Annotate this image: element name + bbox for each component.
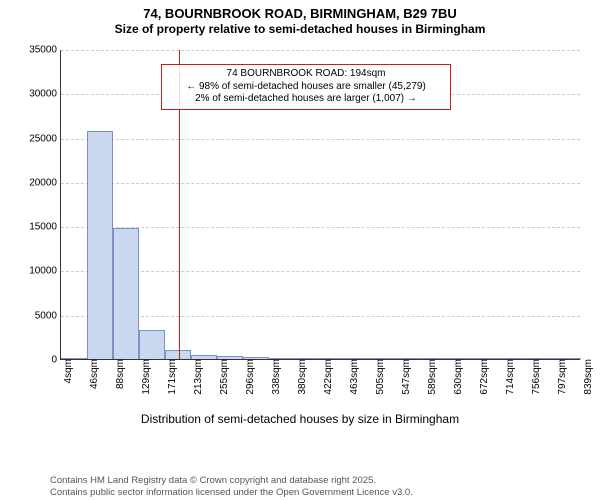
x-tick-label: 88sqm: [113, 359, 126, 389]
histogram-bar: [165, 350, 191, 359]
histogram-bar: [555, 358, 581, 359]
x-tick-label: 213sqm: [191, 359, 204, 395]
attribution-footer: Contains HM Land Registry data © Crown c…: [50, 475, 413, 498]
x-tick-label: 547sqm: [399, 359, 412, 395]
y-tick-label: 20000: [29, 177, 61, 188]
histogram-bar: [191, 355, 217, 359]
y-tick-label: 0: [51, 355, 61, 366]
plot-area: 050001000015000200002500030000350004sqm4…: [60, 50, 580, 360]
histogram-bar: [399, 358, 425, 359]
histogram-bar: [373, 358, 399, 359]
y-tick-label: 30000: [29, 89, 61, 100]
x-tick-label: 505sqm: [373, 359, 386, 395]
footer-line2: Contains public sector information licen…: [50, 487, 413, 498]
x-tick-label: 463sqm: [347, 359, 360, 395]
x-tick-label: 672sqm: [477, 359, 490, 395]
y-tick-label: 25000: [29, 133, 61, 144]
x-tick-label: 46sqm: [87, 359, 100, 389]
chart-title-block: 74, BOURNBROOK ROAD, BIRMINGHAM, B29 7BU…: [0, 0, 600, 37]
footer-line1: Contains HM Land Registry data © Crown c…: [50, 475, 413, 486]
annotation-line: 74 BOURNBROOK ROAD: 194sqm: [168, 68, 444, 81]
histogram-bar: [295, 358, 321, 359]
histogram-bar: [217, 356, 243, 359]
x-tick-label: 839sqm: [581, 359, 594, 395]
histogram-bar: [87, 131, 113, 360]
histogram-bar: [503, 358, 529, 359]
histogram-bar: [61, 358, 87, 359]
histogram-bar: [529, 358, 555, 359]
x-tick-label: 797sqm: [555, 359, 568, 395]
title-line2: Size of property relative to semi-detach…: [0, 22, 600, 37]
x-tick-label: 422sqm: [321, 359, 334, 395]
x-tick-label: 255sqm: [217, 359, 230, 395]
histogram-bar: [113, 228, 139, 359]
histogram-bar: [347, 358, 373, 359]
y-tick-label: 5000: [35, 310, 61, 321]
histogram-bar: [243, 357, 269, 359]
annotation-line: 2% of semi-detached houses are larger (1…: [168, 93, 444, 106]
chart-area: Number of semi-detached properties 05000…: [0, 40, 600, 460]
histogram-bar: [451, 358, 477, 359]
histogram-bar: [139, 330, 165, 359]
annotation-line: ← 98% of semi-detached houses are smalle…: [168, 81, 444, 94]
annotation-box: 74 BOURNBROOK ROAD: 194sqm← 98% of semi-…: [161, 64, 451, 110]
gridline-h: [61, 50, 580, 51]
gridline-h: [61, 139, 580, 140]
histogram-bar: [321, 358, 347, 359]
x-tick-label: 296sqm: [243, 359, 256, 395]
x-tick-label: 589sqm: [425, 359, 438, 395]
gridline-h: [61, 183, 580, 184]
y-tick-label: 15000: [29, 222, 61, 233]
x-tick-label: 756sqm: [529, 359, 542, 395]
title-line1: 74, BOURNBROOK ROAD, BIRMINGHAM, B29 7BU: [0, 6, 600, 22]
x-tick-label: 4sqm: [61, 359, 74, 383]
y-tick-label: 35000: [29, 45, 61, 56]
x-tick-label: 714sqm: [503, 359, 516, 395]
histogram-bar: [425, 358, 451, 359]
histogram-bar: [477, 358, 503, 359]
x-axis-label: Distribution of semi-detached houses by …: [0, 412, 600, 426]
x-tick-label: 380sqm: [295, 359, 308, 395]
x-tick-label: 338sqm: [269, 359, 282, 395]
histogram-bar: [269, 358, 295, 359]
x-tick-label: 630sqm: [451, 359, 464, 395]
x-tick-label: 129sqm: [139, 359, 152, 395]
x-tick-label: 171sqm: [165, 359, 178, 395]
y-tick-label: 10000: [29, 266, 61, 277]
